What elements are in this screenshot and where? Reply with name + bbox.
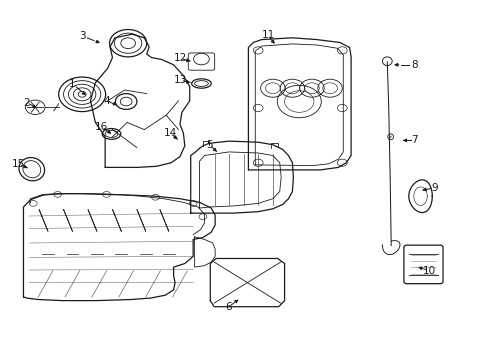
Text: 16: 16 bbox=[95, 122, 108, 132]
Text: 3: 3 bbox=[79, 31, 85, 41]
Text: 1: 1 bbox=[69, 78, 76, 89]
Text: 15: 15 bbox=[12, 159, 25, 169]
Text: 14: 14 bbox=[163, 128, 177, 138]
Text: 9: 9 bbox=[430, 183, 437, 193]
Text: 11: 11 bbox=[261, 30, 274, 40]
Text: 5: 5 bbox=[205, 140, 212, 150]
Text: 4: 4 bbox=[103, 96, 110, 106]
Text: 13: 13 bbox=[173, 75, 186, 85]
Text: 7: 7 bbox=[410, 135, 417, 145]
Text: 8: 8 bbox=[410, 60, 417, 70]
Text: 10: 10 bbox=[422, 266, 435, 276]
Text: 12: 12 bbox=[173, 53, 186, 63]
Text: 2: 2 bbox=[23, 98, 30, 108]
Text: 6: 6 bbox=[225, 302, 232, 312]
